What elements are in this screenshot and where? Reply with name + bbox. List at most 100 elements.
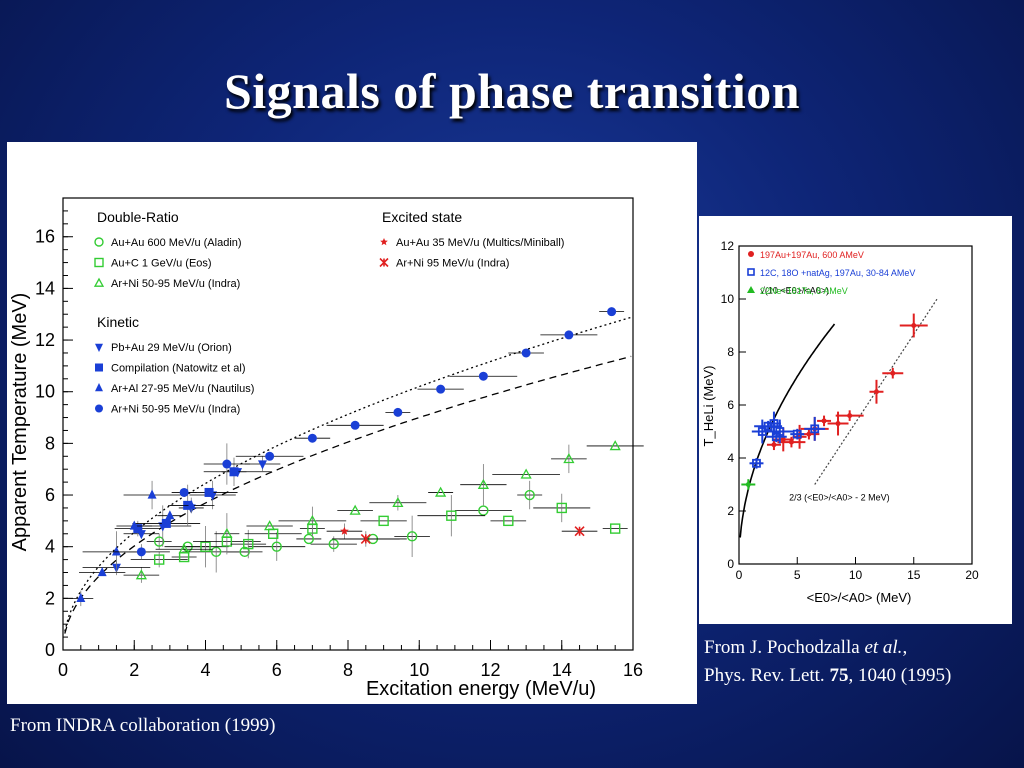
y-tick-label-2: 6 [727,398,734,412]
x-axis-label-2: <E0>/<A0> (MeV) [807,590,912,605]
y-tick-label-2: 2 [727,504,734,518]
data-point [94,257,104,268]
data-point [435,486,447,497]
data-point [328,538,339,550]
y-tick-label-2: 0 [727,557,734,571]
data-point [380,238,388,246]
data-point [564,330,574,340]
y-axis-label-2: T_HeLi (MeV) [701,366,716,447]
data-point [153,536,165,547]
data-point-2 [873,389,879,395]
series-group [123,440,644,583]
data-point-2 [752,458,761,468]
y-tick-label: 16 [35,227,55,247]
data-point [210,546,222,558]
data-point [161,518,171,528]
data-point [379,257,389,268]
data-point [350,420,360,430]
data-point [307,433,317,443]
x-axis-label: Excitation energy (MeV/u) [366,678,596,700]
series-group-2 [749,411,826,469]
y-tick-label: 14 [35,278,55,298]
data-point [178,543,190,554]
legend-entry: Ar+Ni 50-95 MeV/u (Indra) [111,278,240,290]
data-point [306,515,318,526]
y-tick-label-2: 12 [721,239,735,253]
y-tick-label-2: 4 [727,451,734,465]
data-point-2 [835,421,841,427]
x-tick-label-2: 10 [849,568,863,582]
data-point-2 [821,418,827,424]
data-point [271,541,282,552]
data-point [478,371,488,381]
data-point-2 [806,431,812,437]
x-tick-label: 6 [272,660,282,680]
data-point [153,554,165,565]
x-tick-label: 0 [58,660,68,680]
data-point-2 [847,413,853,419]
data-point [609,440,621,451]
x-tick-label: 10 [409,660,429,680]
data-point [340,526,349,535]
caption-line-2: Phys. Rev. Lett. 75, 1040 (1995) [704,665,952,686]
series-group [326,523,363,539]
legend-entry: Ar+Ni 50-95 MeV/u (Indra) [111,404,240,416]
data-point [135,569,147,580]
legend-marker-2 [747,286,755,293]
legend-heading: Excited state [382,209,462,225]
temperature-chart: 0 2 4 6 8 10 12 14 16 0 2 4 6 8 10 12 14 16 Double-Ratio A… [9,197,644,700]
data-point [349,504,361,515]
data-point [243,538,254,550]
data-point [378,515,389,527]
legend-entry: Ar+Ni 95 MeV/u (Indra) [396,258,509,270]
data-point [95,343,103,352]
data-point-2 [810,424,820,434]
data-point [136,547,146,557]
caption-line-1: From J. Pochodzalla et al., [704,637,908,658]
legend-heading: Double-Ratio [97,209,179,225]
data-point [95,404,103,413]
data-point-2 [890,370,896,376]
series-group-2 [741,479,756,490]
linear-dotted-curve [814,298,938,485]
data-point [93,277,105,287]
data-point [239,546,250,558]
legend-marker-2 [747,268,755,276]
legend-entry: Au+C 1 GeV/u (Eos) [111,258,212,270]
data-point [229,467,239,477]
linear-annotation: 2/3 (<E0>/<A0> - 2 MeV) [789,492,890,502]
data-point [503,515,514,527]
data-point [520,468,532,479]
data-point-2 [771,442,777,448]
temperature-chart-panel: 0 2 4 6 8 10 12 14 16 0 2 4 6 8 10 12 14 16 Double-Ratio A… [7,142,697,704]
data-point [563,453,575,464]
series-group [130,493,628,568]
sqrt-annotation: √(10 <E0>/<A0>) [760,286,829,296]
data-point [264,520,276,531]
series-group [68,480,215,607]
x-tick-label: 2 [129,660,139,680]
x-tick-label-2: 5 [794,568,801,582]
data-point [477,478,489,489]
data-point [179,487,189,497]
y-tick-label: 12 [35,330,55,350]
data-point [406,531,418,542]
data-point [524,489,535,501]
series-group [331,526,598,547]
data-point [186,499,196,509]
data-point [436,384,446,394]
legend-entry-2: 12C, 18O +natAg, 197Au, 30-84 AMeV [760,268,915,278]
data-point [303,533,315,545]
data-point [200,541,211,552]
data-point [478,505,489,516]
legend-entry-2: 22Ne+181Ta, 8 AMeV [760,286,848,296]
y-tick-label: 2 [45,588,55,608]
y-tick-label-2: 8 [727,345,734,359]
y-tick-label: 0 [45,640,55,660]
data-point [95,363,103,372]
caption-pochodzalla: From J. Pochodzalla et al., Phys. Rev. L… [704,634,951,690]
data-point [204,487,214,497]
y-tick-label-2: 10 [721,292,735,306]
data-point [147,489,157,499]
legend-entry-2: 197Au+197Au, 600 AMeV [760,250,864,260]
